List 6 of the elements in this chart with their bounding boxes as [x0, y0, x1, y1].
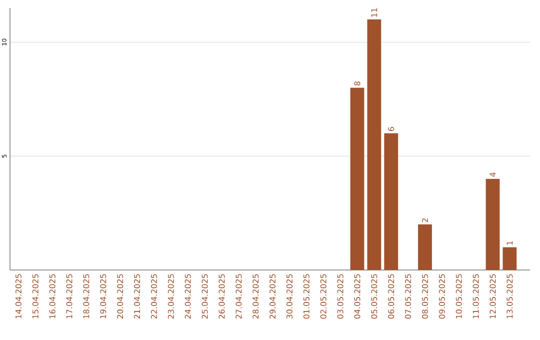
bar — [350, 88, 364, 270]
bar — [418, 224, 432, 270]
bar — [502, 247, 517, 270]
bar — [384, 133, 398, 270]
bar — [486, 178, 500, 270]
bar — [367, 19, 382, 270]
